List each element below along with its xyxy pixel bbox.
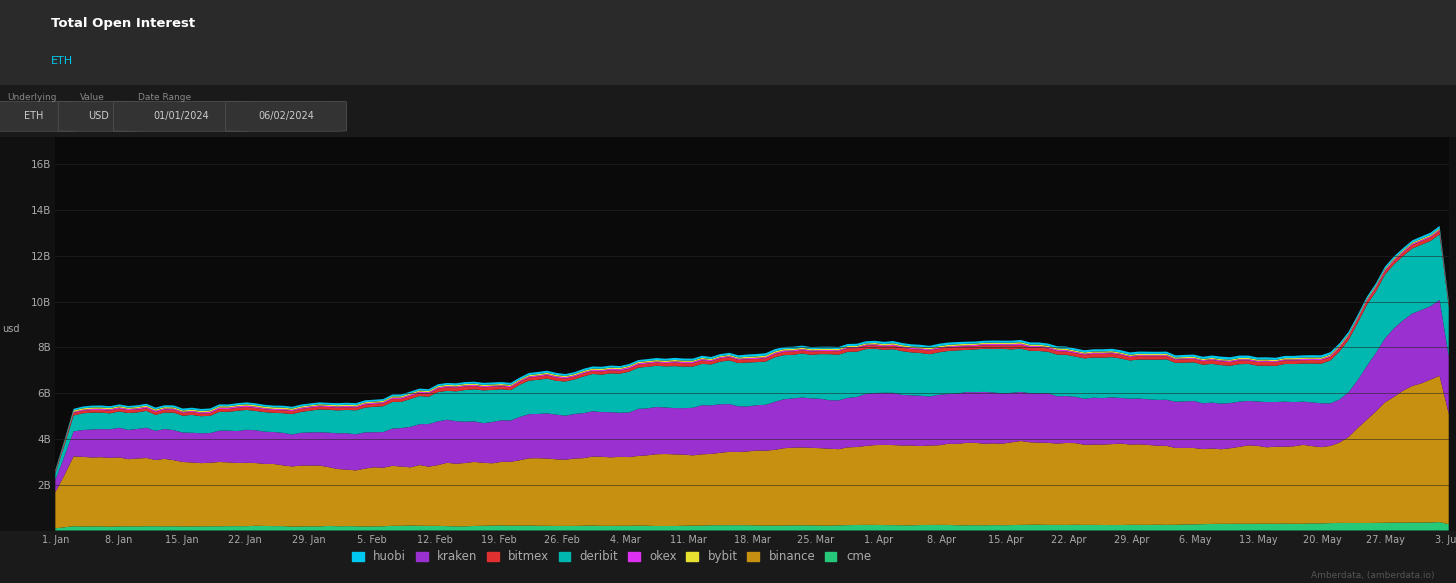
Text: ETH: ETH (51, 56, 73, 66)
Text: Total Open Interest: Total Open Interest (51, 17, 195, 30)
FancyBboxPatch shape (58, 101, 138, 131)
Text: Underlying: Underlying (7, 93, 57, 102)
Y-axis label: usd: usd (1, 324, 20, 333)
Text: Date Range: Date Range (138, 93, 191, 102)
Text: ETH: ETH (23, 111, 44, 121)
Text: 01/01/2024: 01/01/2024 (153, 111, 210, 121)
Text: Amberdata, (amberdata.io): Amberdata, (amberdata.io) (1310, 571, 1434, 580)
FancyBboxPatch shape (226, 101, 347, 131)
FancyBboxPatch shape (114, 101, 249, 131)
Text: USD: USD (87, 111, 109, 121)
FancyBboxPatch shape (0, 101, 77, 131)
Text: Value: Value (80, 93, 105, 102)
Legend: huobi, kraken, bitmex, deribit, okex, bybit, binance, cme: huobi, kraken, bitmex, deribit, okex, by… (348, 546, 875, 568)
Text: 06/02/2024: 06/02/2024 (258, 111, 314, 121)
